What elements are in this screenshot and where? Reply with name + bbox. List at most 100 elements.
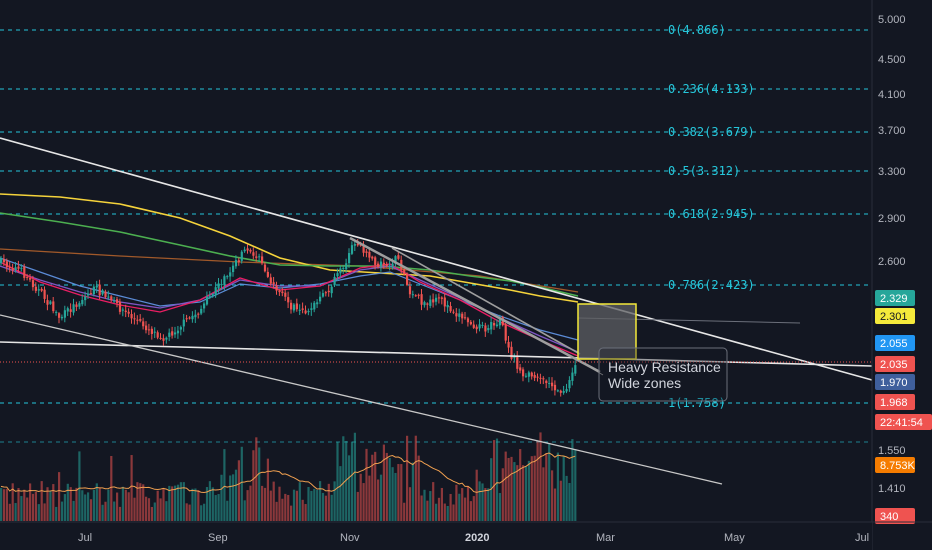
price-axis[interactable]: 5.000 4.500 4.100 3.700 3.300 2.900 2.60… (878, 14, 906, 495)
candle-body (284, 292, 287, 297)
volume-bar (527, 460, 530, 521)
candle-body (69, 309, 72, 312)
steep-downtrend-line[interactable] (349, 236, 601, 374)
candle-body (379, 261, 383, 266)
volume-bar (220, 474, 223, 521)
candle-body (8, 267, 11, 269)
volume-bar (116, 492, 119, 521)
volume-bar (287, 494, 290, 521)
volume-bar (5, 488, 8, 521)
volume-bar (226, 500, 229, 521)
candle-body (101, 290, 104, 295)
fibonacci-retracement[interactable]: 0(4.866) 0.236(4.133) 0.382(3.679) 0.5(3… (0, 23, 872, 443)
y-tick-label: 1.410 (878, 483, 906, 495)
price-badge-bg (875, 394, 915, 410)
volume-bar (127, 492, 130, 521)
volume-bar (304, 504, 307, 521)
volume-bar (571, 439, 574, 521)
candle-body (191, 315, 194, 320)
time-axis[interactable]: Jul Sep Nov 2020 Mar May Jul (78, 532, 869, 544)
candle-body (478, 324, 481, 329)
volume-bar (551, 470, 554, 521)
candle-body (20, 267, 23, 269)
candle-body (342, 267, 345, 269)
short-trendline[interactable] (391, 247, 581, 355)
resistance-box[interactable] (577, 303, 637, 360)
candle-body (574, 365, 577, 374)
candle-body (313, 302, 316, 310)
candle-body (31, 280, 35, 288)
candle-body (214, 287, 217, 296)
volume-bar (466, 485, 470, 521)
price-badge-bg (875, 374, 915, 390)
candle-body (37, 289, 40, 291)
volume-bar (316, 489, 319, 521)
candle-body (211, 294, 214, 296)
volume-bar (350, 441, 354, 521)
volume-bar (179, 482, 182, 521)
volume-bar (400, 464, 403, 521)
volume-bar (113, 501, 116, 521)
volume-bar (107, 489, 110, 521)
candle-body (498, 317, 501, 326)
volume-bar (275, 501, 278, 521)
candle-body (403, 269, 406, 275)
candle-body (185, 318, 188, 320)
price-badge: 1.968 (875, 394, 915, 410)
volume-bar (455, 484, 458, 521)
candle-body (487, 328, 490, 331)
price-badge-label: 22:41:54 (880, 417, 923, 429)
ma-pink-line (0, 261, 579, 357)
volume-bar (159, 498, 162, 521)
ma-yellow-line (0, 193, 579, 303)
volume-bar (481, 483, 484, 521)
volume-bar (382, 444, 385, 521)
volume-bar (40, 481, 43, 521)
candle-body (220, 284, 223, 286)
candle-body (14, 267, 17, 270)
price-badge: 2.329 (875, 290, 915, 306)
candle-body (536, 376, 539, 378)
volume-bar (203, 503, 206, 521)
volume-bar (63, 494, 66, 521)
volume-bar (516, 465, 519, 521)
candle-body (75, 304, 78, 307)
candle-body (121, 309, 124, 311)
volume-bar (313, 488, 316, 521)
volume-bar (252, 450, 255, 521)
volume-bar (484, 488, 487, 521)
candle-body (81, 299, 84, 305)
volume-bar (182, 482, 185, 521)
candle-body (461, 313, 464, 319)
candle-body (443, 297, 446, 307)
volume-bar (23, 489, 26, 521)
lower-channel-line[interactable] (0, 314, 723, 485)
candle-body (362, 244, 365, 253)
volume-bar (504, 451, 507, 521)
candle-body (411, 294, 414, 296)
candle-body (107, 296, 110, 298)
candle-body (118, 301, 122, 312)
candle-body (339, 268, 342, 274)
candle-body (316, 302, 319, 305)
candle-body (252, 252, 255, 256)
candle-body (350, 245, 354, 254)
resistance-zone[interactable] (577, 303, 637, 360)
volume-bar (290, 505, 293, 521)
upper-downtrend-line[interactable] (0, 137, 873, 381)
volume-bar (272, 481, 275, 521)
candle-body (11, 267, 14, 271)
volume-bar (55, 506, 58, 521)
volume-bar (478, 481, 481, 521)
candle-body (127, 311, 130, 314)
volume-bar (249, 485, 252, 521)
volume-bar (556, 452, 559, 521)
candle-body (124, 310, 127, 313)
annotation-callout[interactable]: Heavy Resistance Wide zones (577, 347, 728, 402)
volume-bar (449, 493, 452, 521)
volume-bar (356, 491, 359, 521)
candle-body (513, 356, 516, 358)
price-badge-label: 2.329 (880, 293, 908, 305)
callout-box[interactable] (598, 347, 728, 402)
